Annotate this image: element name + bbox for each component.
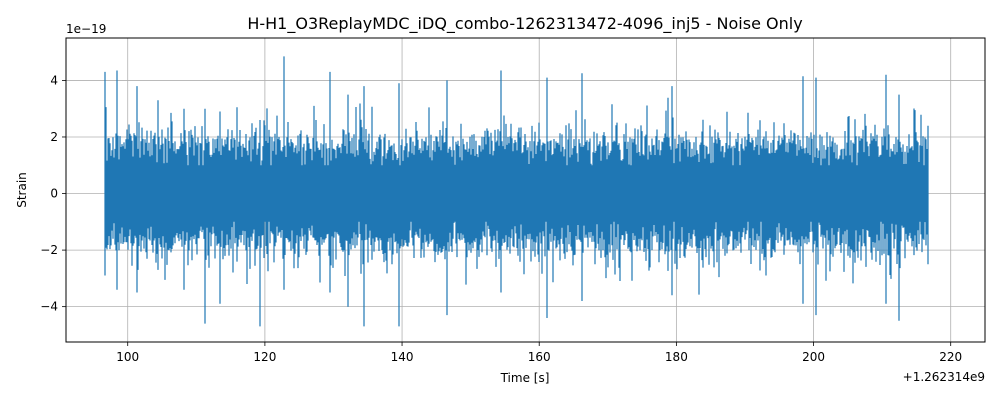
y-tick-label: 4 <box>50 73 58 87</box>
chart-title: H-H1_O3ReplayMDC_iDQ_combo-1262313472-40… <box>247 14 802 34</box>
y-tick-label: −4 <box>40 300 58 314</box>
y-axis-label: Strain <box>15 172 29 208</box>
x-axis-label: Time [s] <box>500 371 550 385</box>
strain-series-line <box>104 56 929 327</box>
y-scale-label: 1e−19 <box>66 22 106 36</box>
x-axis-ticks: 100 120 140 160 180 200 220 <box>116 342 962 364</box>
x-offset-label: +1.262314e9 <box>903 370 985 384</box>
y-tick-label: 0 <box>50 187 58 201</box>
x-tick-label: 120 <box>253 350 276 364</box>
x-tick-label: 140 <box>391 350 414 364</box>
y-tick-label: 2 <box>50 130 58 144</box>
plot-frame <box>65 37 986 343</box>
y-tick-label: −2 <box>40 243 58 257</box>
x-tick-label: 220 <box>939 350 962 364</box>
x-tick-label: 180 <box>665 350 688 364</box>
x-tick-label: 200 <box>802 350 825 364</box>
x-tick-label: 100 <box>116 350 139 364</box>
y-axis-ticks: −4 −2 0 2 4 <box>40 73 66 314</box>
series-layer <box>104 56 929 327</box>
x-tick-label: 160 <box>528 350 551 364</box>
